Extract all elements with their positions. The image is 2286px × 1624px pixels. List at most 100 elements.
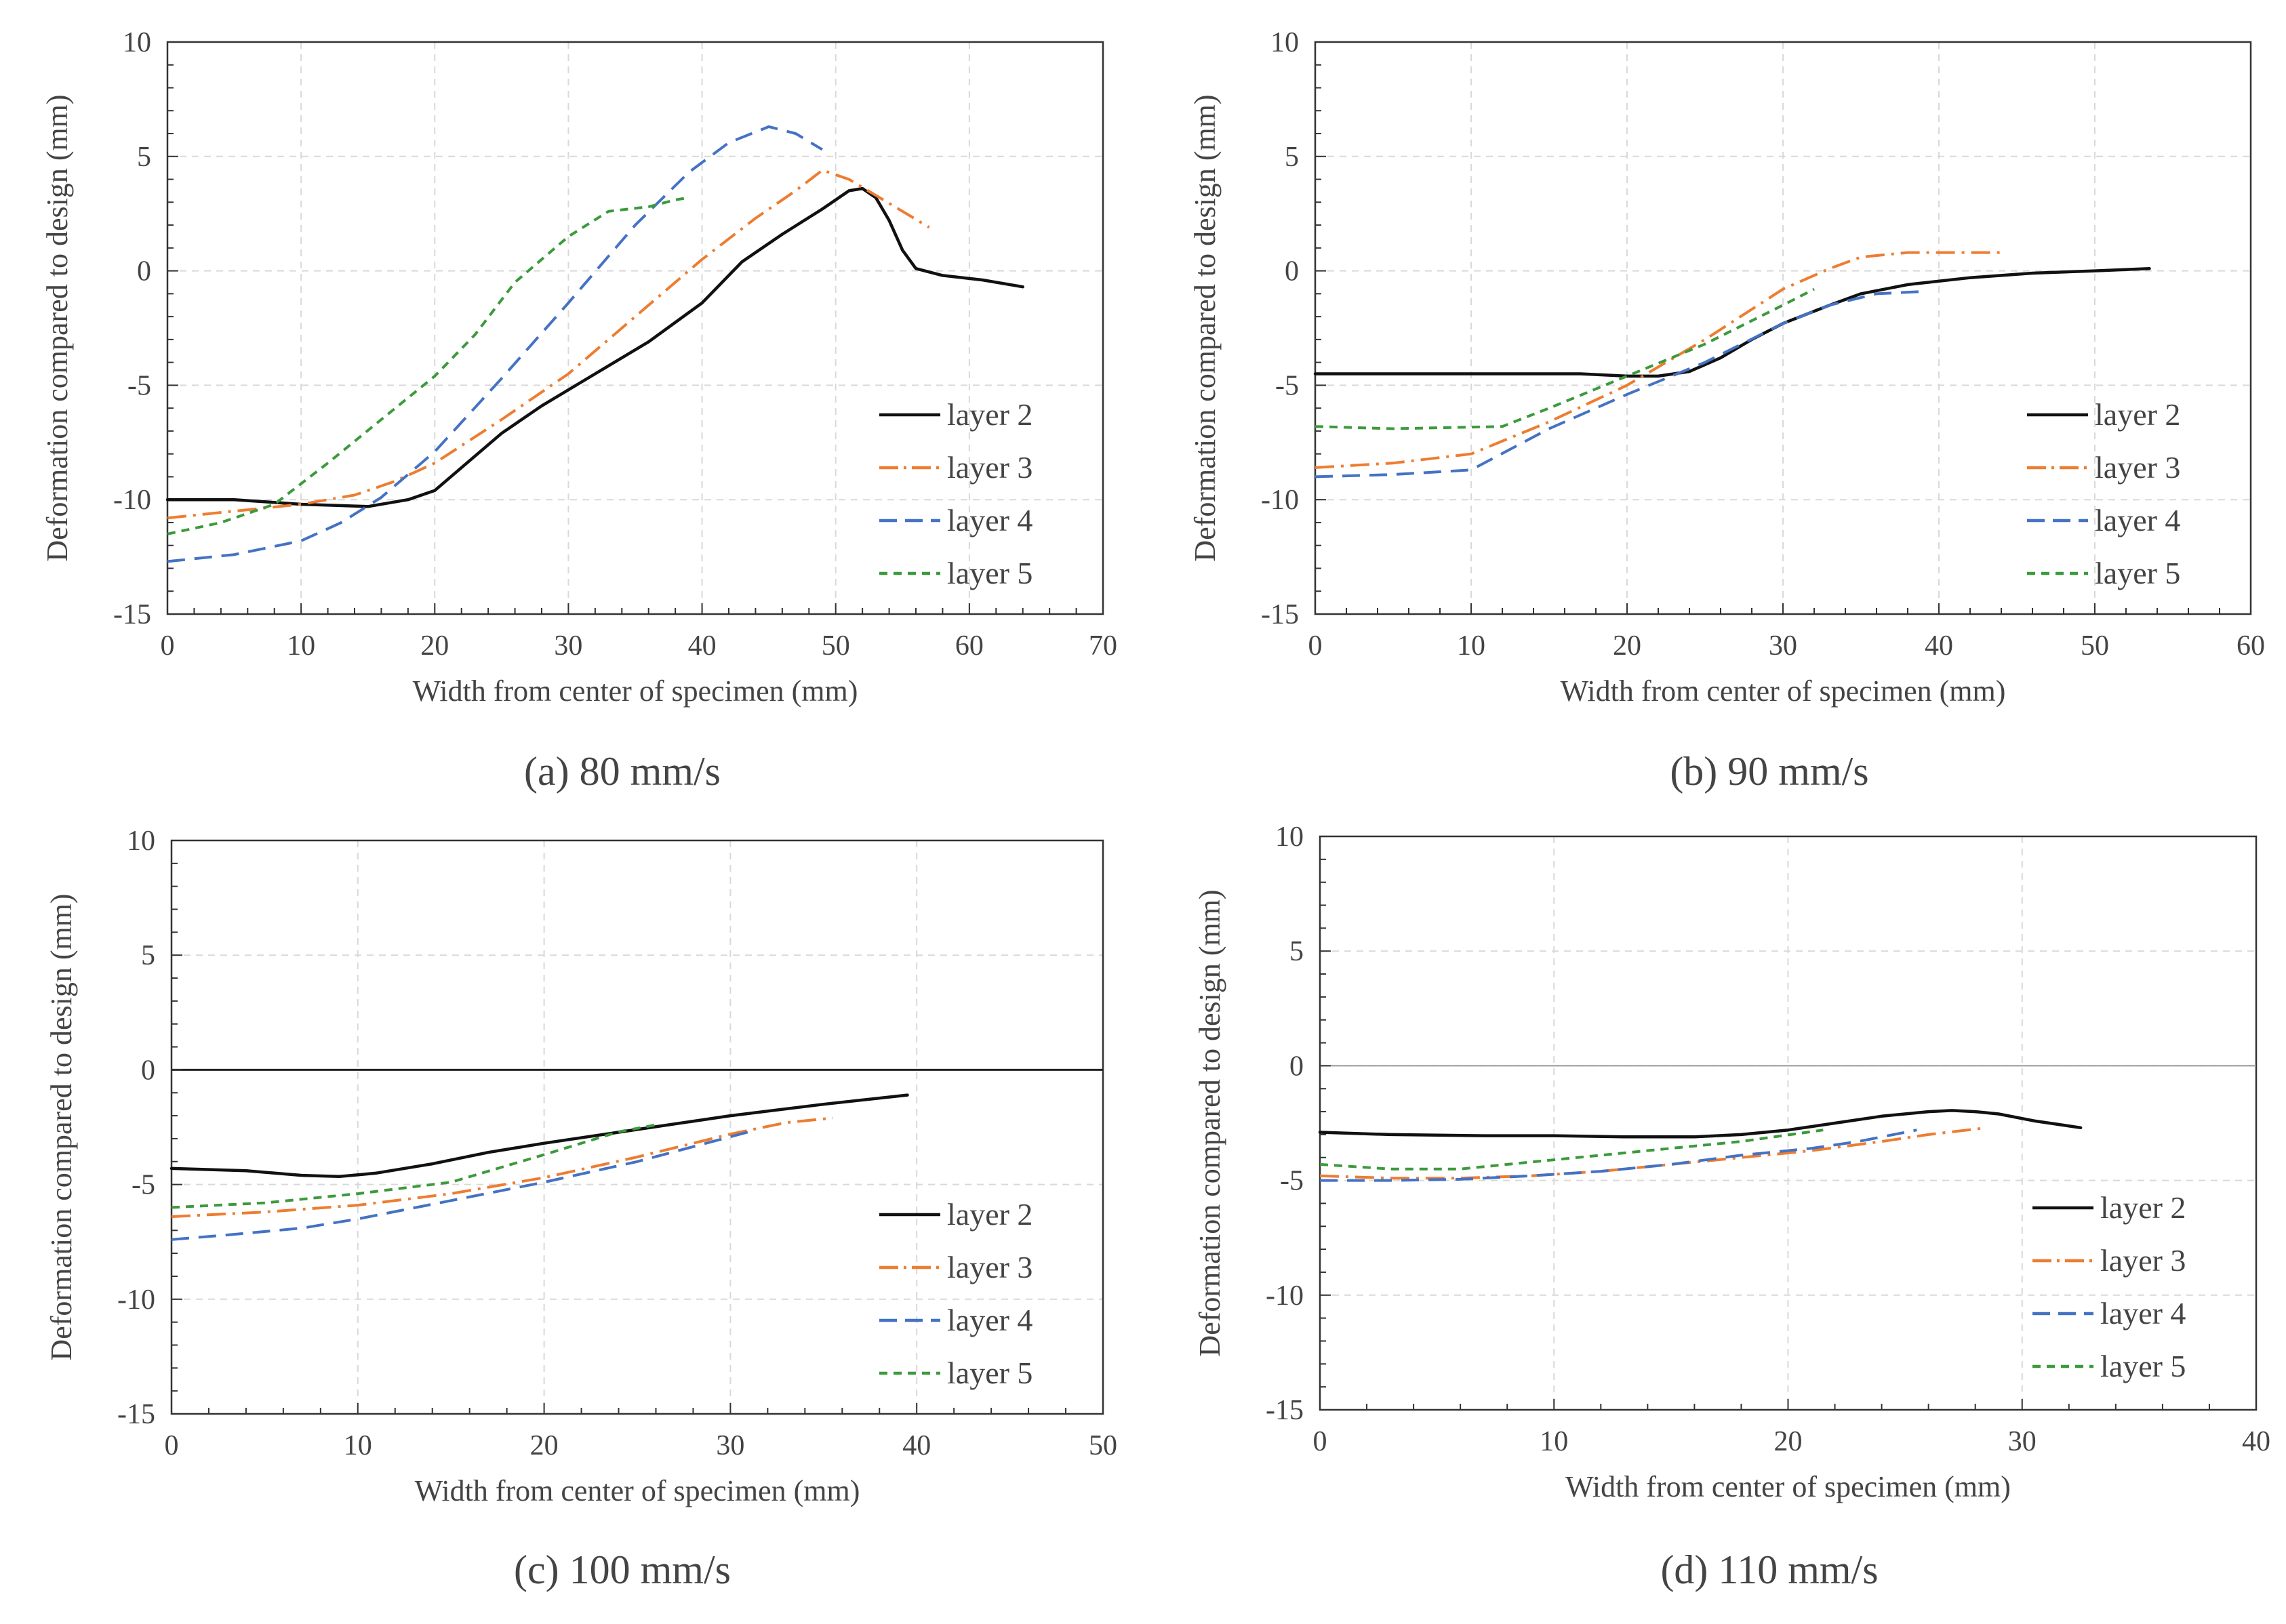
y-tick-label: -15 — [1261, 599, 1299, 630]
x-tick-label: 50 — [2081, 630, 2109, 662]
y-tick-label: 5 — [137, 142, 151, 173]
x-tick-label: 10 — [1540, 1426, 1568, 1457]
x-axis-label: Width from center of specimen (mm) — [1561, 674, 2006, 708]
y-tick-label: 0 — [141, 1055, 155, 1086]
x-tick-label: 30 — [2008, 1426, 2037, 1457]
x-tick-label: 20 — [1613, 630, 1641, 662]
legend-label-layer-3: layer 3 — [2095, 450, 2180, 485]
x-tick-label: 10 — [287, 630, 315, 662]
legend-label-layer-3: layer 3 — [2100, 1243, 2186, 1278]
series-line-layer-2 — [165, 186, 1024, 508]
y-tick-label: 10 — [127, 826, 155, 857]
x-axis-label: Width from center of specimen (mm) — [413, 674, 858, 708]
series-line-layer-5 — [171, 1123, 656, 1209]
x-tick-label: 30 — [554, 630, 582, 662]
y-tick-label: 0 — [137, 256, 151, 287]
y-tick-label: -10 — [1261, 485, 1299, 516]
x-tick-label: 40 — [688, 630, 717, 662]
legend-label-layer-5: layer 5 — [947, 1356, 1032, 1390]
x-tick-label: 10 — [1457, 630, 1485, 662]
x-tick-label: 0 — [161, 630, 175, 662]
x-tick-label: 30 — [1769, 630, 1797, 662]
x-tick-label: 40 — [902, 1430, 931, 1461]
chart-panel-4: 0 10 20 30 40 -15 -10 -5 0 5 10 Width from center o… — [1193, 821, 2270, 1592]
y-tick-label: -10 — [1266, 1280, 1304, 1312]
x-tick-label: 20 — [1774, 1426, 1803, 1457]
y-tick-label: 10 — [123, 27, 151, 58]
legend-label-layer-2: layer 2 — [947, 397, 1032, 432]
legend-label-layer-4: layer 4 — [947, 503, 1032, 537]
y-tick-label: -5 — [127, 370, 151, 401]
legend-label-layer-5: layer 5 — [2100, 1349, 2186, 1383]
y-tick-label: -10 — [113, 485, 151, 516]
series-line-layer-5 — [167, 196, 689, 535]
series-line-layer-5 — [1315, 287, 1815, 430]
legend-label-layer-4: layer 4 — [2095, 503, 2180, 537]
x-tick-label: 20 — [530, 1430, 559, 1461]
chart-panel-1: 0 10 20 30 40 50 60 70 -15 -10 -5 0 5 10 Width from ce… — [41, 27, 1117, 794]
x-tick-label: 60 — [2237, 630, 2265, 662]
series-line-layer-3 — [167, 169, 930, 520]
panel-caption: (c) 100 mm/s — [514, 1547, 731, 1592]
series-line-layer-4 — [1320, 1129, 1917, 1182]
series-line-layer-3 — [171, 1116, 833, 1218]
legend-label-layer-5: layer 5 — [947, 556, 1032, 590]
y-axis-label: Deformation compared to design (mm) — [41, 94, 74, 561]
legend-label-layer-3: layer 3 — [947, 1250, 1032, 1284]
x-tick-label: 40 — [1925, 630, 1953, 662]
y-tick-label: 0 — [1289, 1051, 1304, 1082]
y-tick-label: 5 — [1285, 142, 1299, 173]
legend-label-layer-4: layer 4 — [2100, 1296, 2186, 1331]
series-line-layer-4 — [171, 1130, 750, 1241]
series-line-layer-5 — [1319, 1129, 1824, 1171]
x-tick-label: 50 — [1089, 1430, 1117, 1461]
x-tick-label: 30 — [716, 1430, 744, 1461]
series-line-layer-3 — [1319, 1126, 1988, 1180]
series-line-layer-4 — [167, 125, 824, 563]
series-line-layer-3 — [1315, 251, 2001, 469]
legend-label-layer-3: layer 3 — [947, 450, 1032, 485]
legend-label-layer-2: layer 2 — [2100, 1190, 2186, 1225]
y-axis-label: Deformation compared to design (mm) — [45, 893, 78, 1360]
x-tick-label: 0 — [1308, 630, 1323, 662]
x-tick-label: 10 — [344, 1430, 372, 1461]
series-line-layer-2 — [1318, 1109, 2083, 1139]
x-axis-label: Width from center of specimen (mm) — [1565, 1470, 2011, 1503]
y-axis-label: Deformation compared to design (mm) — [1193, 889, 1226, 1356]
y-tick-label: -15 — [117, 1399, 155, 1430]
plot-border — [166, 41, 1104, 615]
y-tick-label: 0 — [1285, 256, 1299, 287]
y-tick-label: -15 — [1266, 1395, 1304, 1426]
legend-label-layer-2: layer 2 — [2095, 397, 2180, 432]
series-line-layer-4 — [1315, 290, 1924, 479]
x-tick-label: 50 — [822, 630, 850, 662]
legend-label-layer-4: layer 4 — [947, 1303, 1032, 1337]
x-tick-label: 60 — [955, 630, 984, 662]
panel-caption: (b) 90 mm/s — [1670, 749, 1868, 794]
x-axis-label: Width from center of specimen (mm) — [415, 1474, 860, 1507]
chart-panel-2: 0 10 20 30 40 50 60 -15 -10 -5 0 5 10 Width from cent… — [1188, 27, 2265, 794]
x-tick-label: 20 — [420, 630, 449, 662]
y-tick-label: 10 — [1275, 821, 1304, 853]
y-tick-label: -5 — [132, 1170, 155, 1201]
chart-panel-3: 0 10 20 30 40 50 -15 -10 -5 0 5 10 Width from center… — [45, 826, 1117, 1592]
plot-border — [170, 839, 1104, 1415]
y-tick-label: 10 — [1270, 27, 1299, 58]
x-tick-label: 70 — [1089, 630, 1117, 662]
legend-label-layer-2: layer 2 — [947, 1197, 1032, 1232]
panel-caption: (a) 80 mm/s — [524, 749, 721, 794]
y-tick-label: -15 — [113, 599, 151, 630]
x-tick-label: 0 — [165, 1430, 179, 1461]
y-tick-label: -10 — [117, 1284, 155, 1316]
y-tick-label: 5 — [1289, 936, 1304, 967]
x-tick-label: 0 — [1313, 1426, 1327, 1457]
y-tick-label: -5 — [1275, 370, 1299, 401]
y-tick-label: 5 — [141, 940, 155, 971]
x-tick-label: 40 — [2242, 1426, 2270, 1457]
y-tick-label: -5 — [1280, 1166, 1304, 1197]
panel-caption: (d) 110 mm/s — [1660, 1547, 1878, 1592]
series-line-layer-2 — [169, 1093, 909, 1179]
y-axis-label: Deformation compared to design (mm) — [1188, 94, 1222, 561]
legend-label-layer-5: layer 5 — [2095, 556, 2180, 590]
